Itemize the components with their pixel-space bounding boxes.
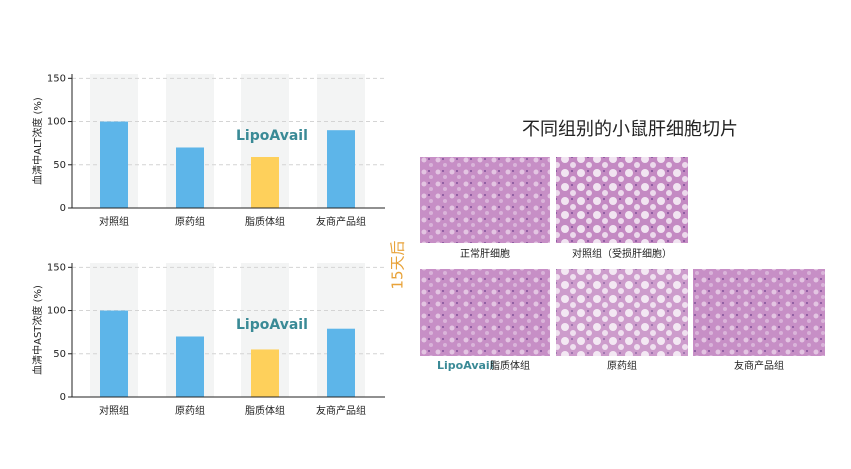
histology-image xyxy=(693,269,825,356)
y-tick-label: 150 xyxy=(47,262,66,273)
bar xyxy=(251,156,279,208)
histology-image xyxy=(420,269,550,356)
y-tick-label: 50 xyxy=(53,160,66,171)
logo: LipoAvail xyxy=(437,359,493,372)
histology-image xyxy=(420,157,550,243)
bar xyxy=(327,130,355,208)
image-label: 友商产品组 xyxy=(734,359,784,372)
bar xyxy=(251,349,279,397)
histology-image xyxy=(556,269,688,356)
x-tick-label: 脂质体组 xyxy=(245,215,285,228)
time-label: 15天后 xyxy=(389,240,407,289)
bar xyxy=(327,328,355,397)
y-tick-label: 50 xyxy=(53,349,66,360)
y-tick-label: 100 xyxy=(47,306,66,317)
y-tick-label: 0 xyxy=(60,203,66,214)
image-label: 原药组 xyxy=(607,359,637,372)
x-tick-label: 对照组 xyxy=(99,215,129,228)
y-tick-label: 0 xyxy=(60,392,66,403)
histology-title: 不同组别的小鼠肝细胞切片 xyxy=(522,119,738,140)
y-tick-label: 100 xyxy=(47,117,66,128)
bar xyxy=(176,147,204,208)
image-label: 正常肝细胞 xyxy=(460,247,510,260)
image-label: 脂质体组 xyxy=(490,359,530,372)
logo: LipoAvail xyxy=(236,128,308,144)
y-axis-label: 血清中ALT浓度 (%) xyxy=(31,97,44,185)
logo: LipoAvail xyxy=(236,317,308,333)
histology-image xyxy=(556,157,688,243)
x-tick-label: 友商产品组 xyxy=(316,404,366,417)
x-tick-label: 脂质体组 xyxy=(245,404,285,417)
x-tick-label: 对照组 xyxy=(99,404,129,417)
bar xyxy=(100,310,128,397)
x-tick-label: 原药组 xyxy=(175,404,205,417)
y-axis-label: 血清中AST浓度 (%) xyxy=(31,285,44,375)
image-label: 对照组（受损肝细胞） xyxy=(572,247,672,260)
y-tick-label: 150 xyxy=(47,73,66,84)
x-tick-label: 原药组 xyxy=(175,215,205,228)
x-tick-label: 友商产品组 xyxy=(316,215,366,228)
bar xyxy=(100,121,128,208)
bar xyxy=(176,336,204,397)
